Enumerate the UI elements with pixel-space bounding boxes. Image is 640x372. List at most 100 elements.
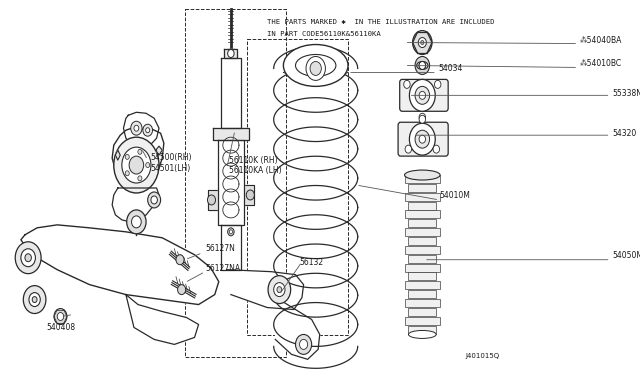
Text: 54034: 54034 — [438, 64, 463, 73]
Circle shape — [148, 192, 161, 208]
Circle shape — [151, 196, 157, 204]
Text: THE PARTS MARKED ✱  IN THE ILLUSTRATION ARE INCLUDED: THE PARTS MARKED ✱ IN THE ILLUSTRATION A… — [268, 19, 495, 25]
Circle shape — [277, 286, 282, 293]
Text: 540408: 540408 — [46, 323, 75, 332]
Text: J401015Q: J401015Q — [466, 353, 500, 359]
Circle shape — [419, 135, 426, 143]
Circle shape — [127, 210, 146, 234]
Circle shape — [228, 228, 234, 236]
Text: 56132: 56132 — [300, 258, 324, 267]
Text: ⁂54040BA: ⁂54040BA — [580, 36, 622, 45]
Circle shape — [125, 154, 129, 159]
FancyBboxPatch shape — [404, 228, 440, 236]
Circle shape — [143, 124, 152, 136]
Circle shape — [15, 242, 41, 274]
FancyBboxPatch shape — [400, 79, 448, 111]
Circle shape — [138, 149, 142, 154]
Polygon shape — [225, 48, 237, 58]
FancyBboxPatch shape — [408, 255, 436, 263]
Circle shape — [300, 339, 308, 349]
Circle shape — [433, 145, 440, 153]
Circle shape — [274, 283, 285, 296]
Circle shape — [419, 115, 426, 123]
Circle shape — [419, 61, 426, 70]
Text: 54050M: 54050M — [612, 251, 640, 260]
Ellipse shape — [408, 330, 436, 339]
FancyBboxPatch shape — [404, 246, 440, 254]
Circle shape — [229, 230, 232, 234]
Polygon shape — [112, 128, 164, 185]
Polygon shape — [112, 188, 159, 222]
Circle shape — [413, 31, 432, 54]
Circle shape — [114, 137, 159, 193]
Text: 54320: 54320 — [612, 129, 636, 138]
Circle shape — [29, 293, 40, 307]
FancyBboxPatch shape — [398, 122, 448, 156]
Polygon shape — [221, 225, 241, 270]
Text: 54010M: 54010M — [439, 192, 470, 201]
Text: 54501(LH): 54501(LH) — [150, 164, 190, 173]
Circle shape — [23, 286, 46, 314]
Circle shape — [32, 296, 37, 302]
Circle shape — [420, 41, 424, 45]
Circle shape — [25, 254, 31, 262]
Polygon shape — [213, 128, 249, 140]
Circle shape — [21, 249, 35, 267]
Circle shape — [310, 61, 321, 76]
FancyBboxPatch shape — [404, 264, 440, 272]
Circle shape — [207, 195, 216, 205]
Polygon shape — [244, 185, 253, 205]
Polygon shape — [21, 225, 219, 305]
Circle shape — [306, 57, 325, 80]
Circle shape — [404, 80, 410, 89]
Polygon shape — [124, 112, 159, 148]
FancyBboxPatch shape — [408, 202, 436, 209]
Circle shape — [57, 312, 64, 321]
Circle shape — [419, 92, 426, 99]
FancyBboxPatch shape — [408, 290, 436, 298]
Text: IN PART CODE56110K&56110KA: IN PART CODE56110K&56110KA — [268, 31, 381, 36]
Circle shape — [410, 79, 435, 111]
Circle shape — [410, 123, 435, 155]
Polygon shape — [275, 299, 320, 359]
Circle shape — [419, 38, 426, 48]
Polygon shape — [126, 295, 198, 344]
Polygon shape — [221, 58, 241, 128]
Text: 56110KA (LH): 56110KA (LH) — [229, 166, 282, 174]
FancyBboxPatch shape — [404, 193, 440, 201]
FancyBboxPatch shape — [408, 308, 436, 316]
Text: 56110K (RH): 56110K (RH) — [229, 155, 278, 164]
Circle shape — [132, 216, 141, 228]
Circle shape — [176, 255, 184, 265]
FancyBboxPatch shape — [404, 211, 440, 218]
Polygon shape — [115, 150, 120, 160]
Circle shape — [54, 308, 67, 324]
Circle shape — [138, 176, 142, 181]
Polygon shape — [156, 146, 162, 155]
FancyBboxPatch shape — [408, 219, 436, 227]
Circle shape — [125, 171, 129, 176]
FancyBboxPatch shape — [404, 317, 440, 325]
Circle shape — [419, 113, 426, 121]
Circle shape — [415, 130, 429, 148]
FancyBboxPatch shape — [404, 281, 440, 289]
Text: ⁂54010BC: ⁂54010BC — [580, 59, 622, 68]
Circle shape — [296, 334, 312, 355]
Circle shape — [177, 285, 186, 295]
Circle shape — [415, 86, 429, 104]
FancyBboxPatch shape — [404, 175, 440, 183]
Circle shape — [131, 121, 142, 135]
Circle shape — [405, 145, 412, 153]
Text: 56127N: 56127N — [205, 244, 235, 253]
Bar — [247, 39, 348, 336]
Ellipse shape — [284, 45, 348, 86]
Circle shape — [268, 276, 291, 304]
Circle shape — [122, 147, 151, 183]
Text: 54500(RH): 54500(RH) — [150, 153, 191, 161]
Bar — [185, 9, 286, 357]
Circle shape — [146, 128, 150, 133]
Ellipse shape — [296, 54, 336, 76]
Circle shape — [435, 80, 441, 89]
Polygon shape — [227, 270, 303, 310]
Ellipse shape — [404, 170, 440, 180]
